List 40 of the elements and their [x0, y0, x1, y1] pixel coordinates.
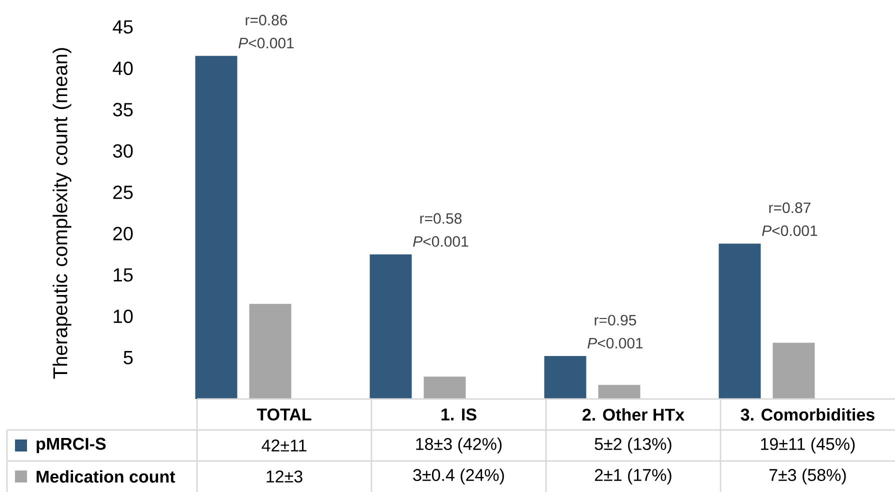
data-label: 12±3 — [266, 470, 302, 483]
y-tick-label: 25 — [113, 186, 133, 200]
bar — [598, 384, 640, 399]
y-tick-label: 20 — [113, 226, 133, 240]
y-tick-label: 40 — [112, 62, 133, 76]
data-label: 18±3 (42%) — [416, 438, 502, 454]
bar — [249, 304, 292, 399]
annotation: r=0.95 — [594, 314, 636, 326]
y-tick-label: 10 — [114, 310, 133, 324]
bar — [718, 244, 761, 399]
data-label: 42±11 — [262, 440, 306, 452]
annotation: r=0.87 — [769, 202, 810, 214]
x-tick-label: 1. IS — [442, 408, 476, 421]
bar — [544, 356, 586, 399]
y-tick-label: 35 — [113, 102, 133, 116]
y-tick-label: 5 — [124, 351, 133, 364]
y-tick-label: 30 — [113, 144, 133, 158]
data-label: 7±3 (58%) — [769, 468, 846, 484]
bar — [772, 342, 815, 399]
y-tick-label: 15 — [114, 268, 133, 282]
annotation: r=0.58 — [420, 213, 462, 224]
annotation: P<0.001 — [413, 236, 468, 247]
legend-label: Medication count — [36, 470, 176, 483]
legend-label: pMRCI-S — [36, 438, 106, 454]
y-tick-label: 45 — [112, 20, 133, 34]
data-label: 5±2 (13%) — [594, 438, 672, 454]
bar — [195, 56, 238, 399]
data-label: 3±0.4 (24%) — [413, 468, 504, 484]
text: r=0.86 — [246, 14, 288, 26]
x-tick-label: 2. Other HTx — [582, 408, 684, 421]
bar — [424, 376, 466, 399]
annotation: P<0.001 — [762, 225, 818, 236]
annotation: P<0.001 — [588, 338, 643, 348]
bar — [370, 254, 412, 399]
data-label: 19±11 (45%) — [761, 438, 855, 454]
x-tick-label: 3. Comorbidities — [740, 408, 874, 421]
y-axis-title: Therapeutic complexity count (mean) — [52, 48, 72, 379]
data-label: 2±1 (17%) — [594, 468, 672, 484]
x-tick-label: TOTAL — [256, 408, 312, 421]
annotation: P<0.001 — [238, 38, 294, 48]
